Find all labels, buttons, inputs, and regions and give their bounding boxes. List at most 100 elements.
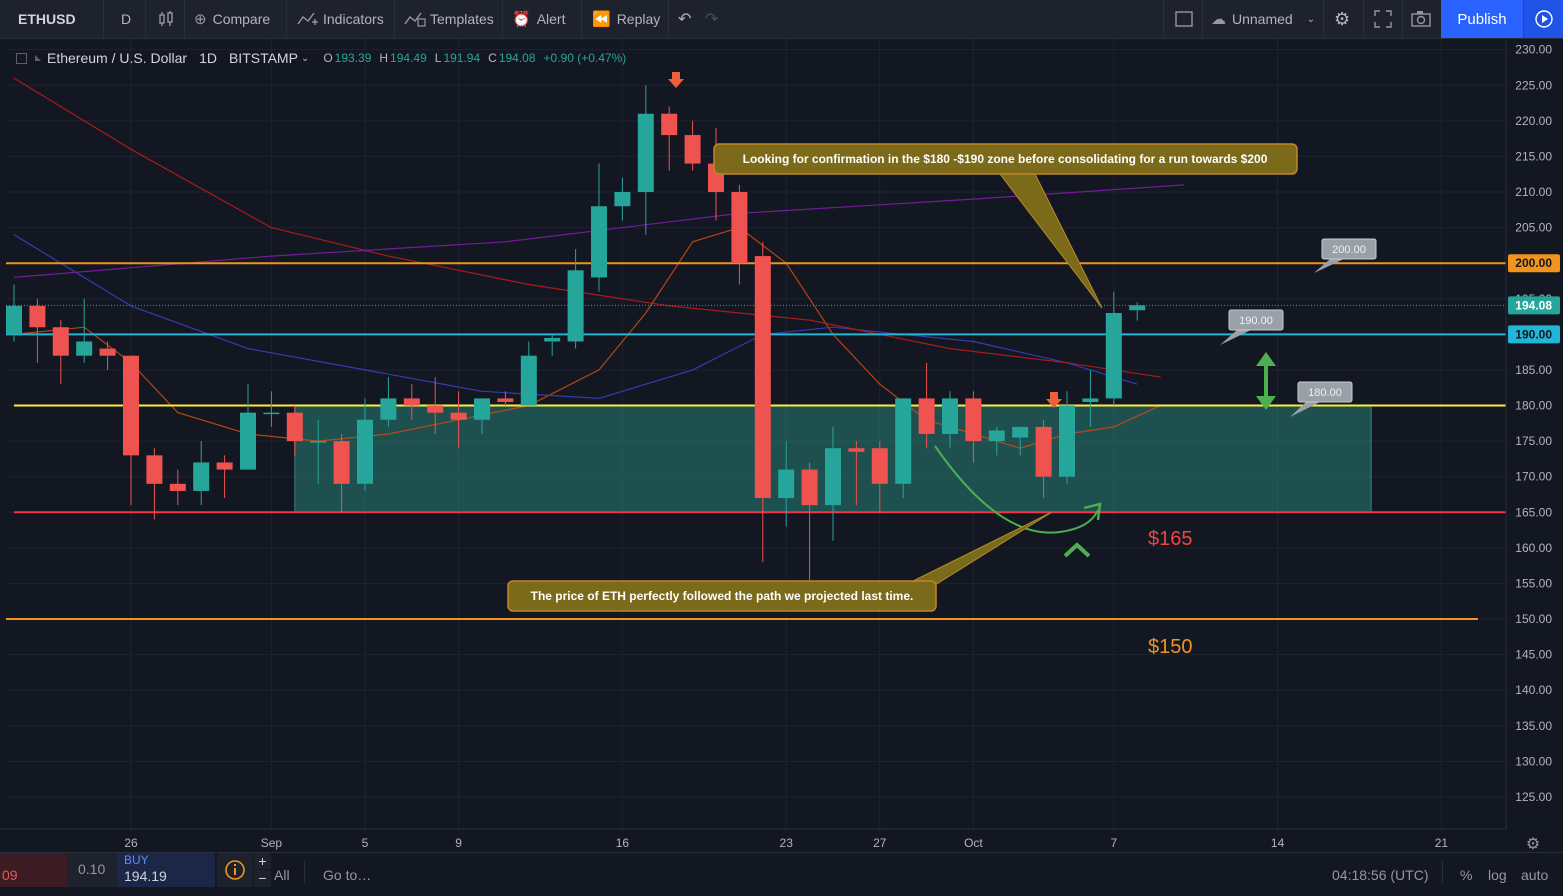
settings-button[interactable]: ⚙	[1334, 0, 1350, 38]
snapshot-button[interactable]	[1411, 0, 1431, 38]
chevron-up-icon	[1063, 542, 1091, 558]
gear-icon[interactable]: ⚙	[1526, 836, 1540, 853]
candle-body	[286, 412, 303, 442]
candles-icon	[159, 11, 173, 26]
fullscreen-button[interactable]	[1374, 0, 1392, 38]
price-axis[interactable]: 230.00 225.00 220.00 215.00 210.00 205.00 200.…	[1505, 39, 1563, 829]
candle-body	[544, 337, 561, 342]
candle-body	[684, 135, 701, 164]
level-150-label: $150	[1148, 636, 1193, 658]
undo-icon: ↶	[678, 11, 692, 28]
time-axis-bg	[0, 829, 1563, 852]
lower-note-box[interactable]	[507, 580, 937, 612]
price-callout-box[interactable]	[1297, 381, 1353, 403]
quantity-decrease-button[interactable]: −	[254, 870, 271, 887]
candle-body	[754, 256, 771, 499]
percent-toggle[interactable]: %	[1460, 867, 1473, 883]
candle-body	[1035, 426, 1052, 477]
candle-body	[193, 462, 210, 491]
time-tick-label: 7	[1110, 836, 1117, 850]
publish-menu-button[interactable]	[1523, 0, 1563, 38]
interval-button[interactable]: D	[121, 0, 131, 38]
cloud-icon: ☁	[1211, 11, 1226, 28]
replay-button[interactable]: ⏪ Replay	[592, 0, 660, 38]
sell-button[interactable]: 09	[0, 853, 67, 887]
time-tick-label: 27	[873, 836, 887, 850]
high-label: H	[379, 51, 389, 65]
clock-time: 04:18:56 (UTC)	[1332, 867, 1429, 883]
candle-body	[1082, 398, 1099, 402]
chart-type-button[interactable]	[157, 0, 175, 38]
alert-button[interactable]: ⏰ Alert	[512, 0, 565, 38]
templates-label: Templates	[430, 11, 494, 27]
callout-pointer	[1220, 330, 1251, 345]
undo-button[interactable]: ↶	[678, 0, 691, 38]
candle-body	[614, 192, 631, 207]
compare-button[interactable]: ⊕ Compare	[194, 0, 270, 38]
order-info-button[interactable]	[217, 853, 253, 887]
symbol-search-button[interactable]: ETHUSD	[18, 0, 76, 38]
range-all-button[interactable]: All	[274, 867, 290, 883]
price-axis-level-text: 194.08	[1515, 298, 1552, 312]
price-tick-label: 230.00	[1515, 43, 1552, 57]
legend-title[interactable]: Ethereum / U.S. Dollar	[47, 50, 188, 66]
chevron-down-icon[interactable]: ⌄	[300, 52, 310, 64]
templates-button[interactable]: Templates	[404, 0, 494, 38]
toolbar-divider	[1202, 0, 1203, 38]
candle-body	[567, 270, 584, 342]
indicators-icon	[297, 12, 318, 25]
candle-body	[1129, 305, 1146, 311]
price-axis-level-badge	[1508, 325, 1560, 344]
price-axis-level-text: 190.00	[1515, 327, 1552, 341]
time-tick-label: 26	[124, 836, 138, 850]
curve-arrowhead-icon	[1083, 502, 1102, 521]
candle-body	[357, 419, 373, 484]
lower-note-text[interactable]: The price of ETH perfectly followed the …	[531, 589, 914, 603]
price-callout-box[interactable]	[1321, 238, 1377, 260]
toolbar-divider	[1163, 0, 1164, 38]
candle-body	[450, 412, 467, 420]
bottom-divider	[1442, 861, 1443, 883]
price-tick-label: 180.00	[1515, 399, 1552, 413]
toolbar-divider	[1323, 0, 1324, 38]
layout-menu-button[interactable]: ☁ Unnamed ⌄	[1211, 0, 1315, 38]
plus-circle-icon: ⊕	[194, 11, 207, 28]
price-tick-label: 155.00	[1515, 576, 1552, 590]
candle-body	[637, 113, 654, 193]
upper-note-text[interactable]: Looking for confirmation in the $180 -$1…	[743, 152, 1268, 166]
candle-body	[848, 448, 865, 452]
time-tick-label: Oct	[964, 836, 983, 850]
candle-body	[942, 398, 958, 434]
log-toggle[interactable]: log	[1488, 867, 1507, 883]
publish-button[interactable]: Publish	[1441, 0, 1523, 38]
auto-toggle[interactable]: auto	[1521, 867, 1549, 883]
time-axis[interactable]: 26 Sep 5 9 16 23 27 Oct 7 14 21 ⚙	[0, 828, 1563, 853]
price-tick-label: 150.00	[1515, 612, 1552, 626]
time-tick-label: 21	[1435, 836, 1449, 850]
price-callout-text: 190.00	[1239, 315, 1273, 327]
indicators-button[interactable]: Indicators	[297, 0, 384, 38]
upper-note-box[interactable]	[713, 143, 1298, 175]
close-label: C	[488, 51, 497, 65]
price-callout-box[interactable]	[1228, 309, 1284, 331]
redo-button[interactable]: ↷	[705, 0, 718, 38]
expand-legend-icon[interactable]	[16, 52, 27, 64]
buy-button[interactable]: BUY 194.19	[117, 853, 215, 887]
toolbar-divider	[184, 0, 185, 38]
indicators-label: Indicators	[323, 11, 384, 27]
callout-pointer	[1290, 402, 1320, 417]
toolbar-divider	[502, 0, 503, 38]
candle-body	[661, 113, 678, 136]
open-value: 193.39	[334, 51, 372, 65]
candle-body	[6, 305, 22, 335]
candle-body	[731, 192, 748, 264]
callout-pointer	[1314, 259, 1344, 273]
arrow-up-icon	[1256, 352, 1276, 366]
moving-average-line	[13, 77, 1161, 378]
price-tick-label: 135.00	[1515, 719, 1552, 733]
goto-date-button[interactable]: Go to…	[323, 867, 372, 883]
fullscreen-layout-button[interactable]	[1175, 0, 1193, 38]
candle-body	[146, 455, 163, 484]
quantity-increase-button[interactable]: +	[254, 853, 271, 869]
